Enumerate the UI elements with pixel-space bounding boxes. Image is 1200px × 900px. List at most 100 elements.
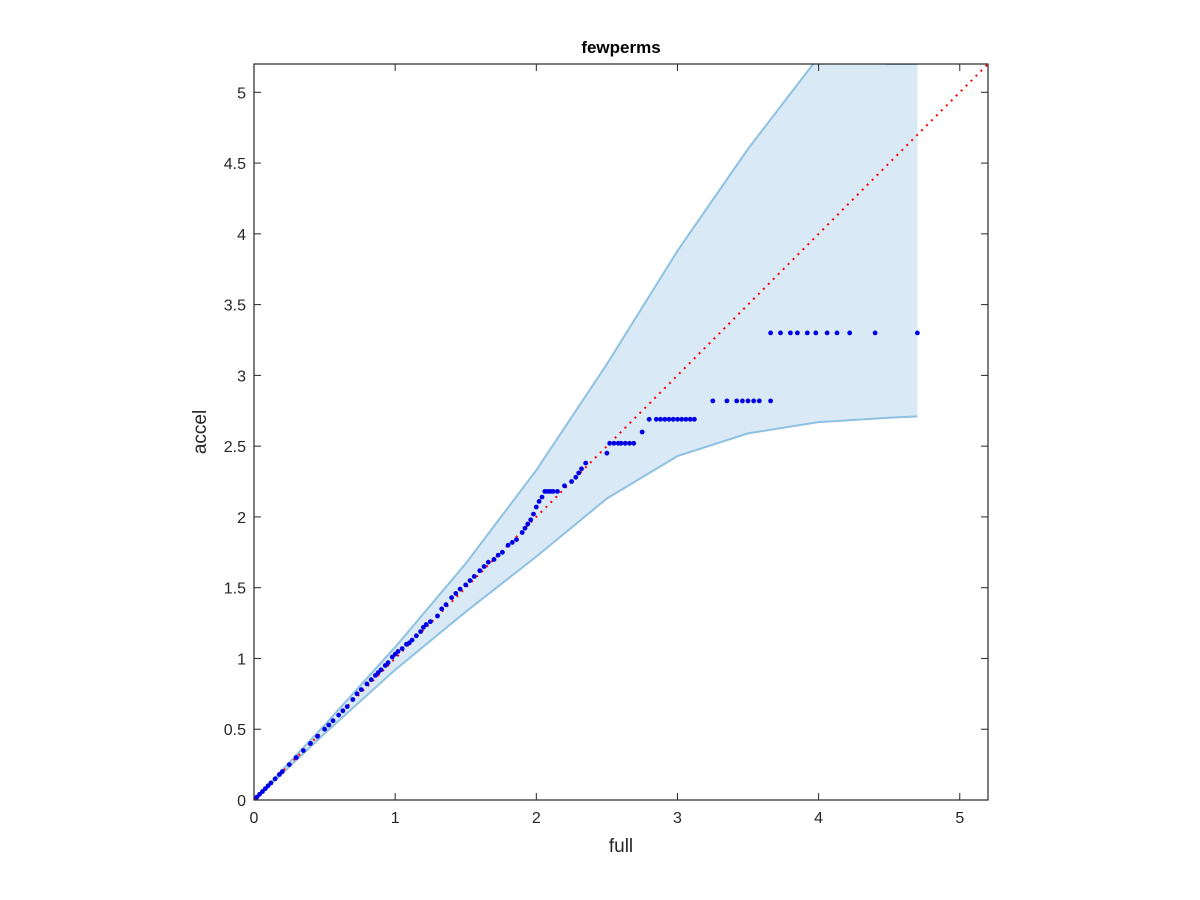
data-point <box>666 416 672 422</box>
data-point <box>795 330 800 336</box>
data-point <box>687 416 693 422</box>
data-point <box>768 398 773 404</box>
data-point <box>485 559 491 565</box>
data-point <box>915 330 920 336</box>
data-point <box>539 494 545 500</box>
data-point <box>583 460 589 466</box>
data-point <box>531 511 536 517</box>
data-point <box>457 586 463 592</box>
data-point <box>622 440 628 446</box>
data-point <box>385 660 391 666</box>
data-point <box>646 416 652 422</box>
data-point <box>467 578 473 583</box>
data-point <box>683 416 689 422</box>
data-point <box>536 499 542 504</box>
data-point <box>509 540 515 545</box>
data-point <box>364 681 370 687</box>
data-point <box>834 330 840 336</box>
data-point <box>395 649 401 654</box>
data-point <box>368 677 374 683</box>
data-point <box>778 330 783 336</box>
data-point <box>449 595 454 600</box>
data-point <box>301 748 306 753</box>
axes-box <box>253 63 989 801</box>
y-tick-label: 0 <box>237 793 246 810</box>
y-tick-label: 1.5 <box>224 581 246 598</box>
y-tick-label: 1 <box>237 651 246 668</box>
data-point <box>279 769 285 775</box>
data-point <box>639 429 645 435</box>
chart-title: fewperms <box>581 38 660 57</box>
data-point <box>477 568 483 574</box>
data-point <box>751 398 757 404</box>
data-point <box>525 521 531 527</box>
data-point <box>418 629 423 634</box>
data-point <box>495 552 501 558</box>
data-point <box>268 780 274 786</box>
data-point <box>330 718 336 724</box>
data-point <box>813 330 819 336</box>
data-point <box>443 602 449 608</box>
data-point <box>326 722 332 728</box>
data-point <box>562 483 567 489</box>
data-point <box>315 733 320 739</box>
identity-reference-line <box>254 64 988 800</box>
data-point <box>522 525 528 531</box>
data-point <box>576 470 582 476</box>
data-point <box>734 398 740 404</box>
data-point <box>533 504 539 510</box>
x-tick-label: 2 <box>532 810 541 827</box>
y-tick-label: 5 <box>237 85 246 102</box>
data-point <box>550 489 556 494</box>
data-point <box>491 557 497 562</box>
data-point <box>439 606 445 612</box>
data-point <box>788 330 793 336</box>
data-point <box>675 416 680 422</box>
data-point <box>745 398 751 404</box>
tick-labels: 0 1 2 3 4 5 0 0.5 1 1.5 2 2.5 3 3.5 4 4.5 5 <box>224 85 965 827</box>
x-tick-label: 3 <box>673 810 682 827</box>
data-point <box>358 687 364 692</box>
y-tick-label: 2.5 <box>224 439 246 456</box>
x-tick-label: 0 <box>250 810 259 827</box>
data-point <box>768 330 773 336</box>
data-point <box>653 416 659 422</box>
data-point <box>872 330 878 336</box>
data-point <box>435 613 440 619</box>
confidence-band <box>254 64 918 800</box>
data-point <box>413 633 419 639</box>
data-point <box>618 440 624 446</box>
data-point <box>579 466 584 472</box>
x-tick-label: 4 <box>814 810 823 827</box>
y-axis-label: accel <box>190 410 211 454</box>
data-point <box>336 712 342 718</box>
data-point <box>272 776 278 782</box>
y-tick-label: 4.5 <box>224 156 246 173</box>
data-point <box>824 330 830 336</box>
band-lower-edge <box>254 415 918 800</box>
data-point <box>670 416 676 422</box>
data-point <box>471 574 477 579</box>
data-point <box>662 416 668 422</box>
data-point <box>500 549 505 555</box>
data-point <box>528 517 534 523</box>
data-point <box>481 564 487 569</box>
data-point <box>453 591 459 596</box>
plot-area <box>253 63 989 801</box>
y-tick-label: 0.5 <box>224 722 246 739</box>
data-point <box>286 762 292 767</box>
data-point <box>847 330 853 336</box>
data-point <box>710 398 716 404</box>
x-axis-label: full <box>609 836 633 857</box>
data-point <box>428 619 433 625</box>
x-tick-label: 1 <box>391 810 400 827</box>
data-point <box>293 755 299 760</box>
data-point <box>573 474 579 480</box>
data-point <box>658 416 663 422</box>
data-point <box>756 398 762 404</box>
y-tick-label: 4 <box>237 227 246 244</box>
data-point <box>627 440 632 446</box>
data-point <box>692 416 697 422</box>
data-point <box>505 542 511 548</box>
